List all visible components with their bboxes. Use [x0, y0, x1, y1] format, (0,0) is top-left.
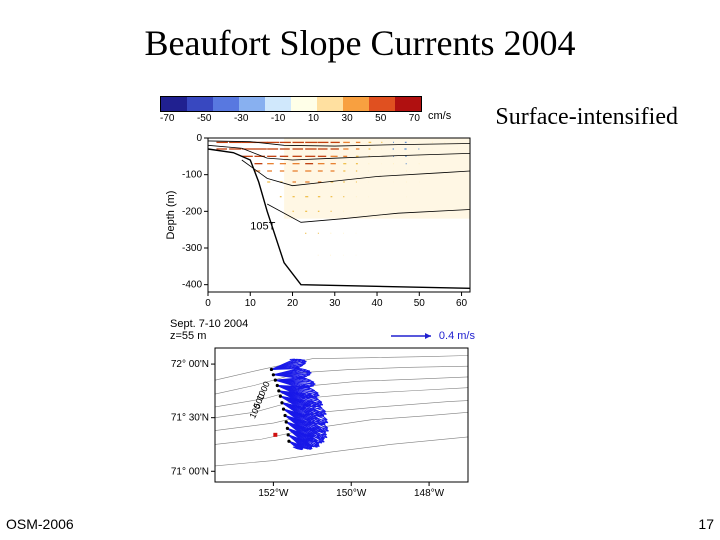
section-panel: 0 10 20 30 40 50 60 0 -100 -200 -300 -400 Depth (m) 1… [160, 130, 480, 310]
colorbar-ticks: -70-50-30-1010305070 [160, 113, 420, 124]
svg-text:-200: -200 [182, 206, 202, 217]
svg-text:30: 30 [329, 298, 341, 309]
svg-text:50: 50 [414, 298, 426, 309]
svg-text:-300: -300 [182, 243, 202, 254]
svg-text:71° 00'N: 71° 00'N [171, 466, 209, 477]
colorbar-unit: cm/s [428, 110, 451, 124]
svg-text:-400: -400 [182, 280, 202, 291]
map-scale-arrow: 0.4 m/s [389, 330, 475, 342]
svg-text:72° 00'N: 72° 00'N [171, 359, 209, 370]
svg-text:40: 40 [371, 298, 383, 309]
slide-title: Beaufort Slope Currents 2004 [0, 22, 720, 64]
svg-text:71° 30'N: 71° 30'N [171, 413, 209, 424]
svg-text:152°W: 152°W [258, 488, 289, 499]
page-number: 17 [698, 516, 714, 532]
footer-left: OSM-2006 [6, 516, 74, 532]
svg-text:20: 20 [287, 298, 299, 309]
colorbar [160, 96, 422, 112]
svg-text:10: 10 [245, 298, 257, 309]
svg-text:0: 0 [205, 298, 211, 309]
svg-text:-100: -100 [182, 170, 202, 181]
svg-text:150°W: 150°W [336, 488, 367, 499]
colorbar-block: -70-50-30-1010305070 cm/s [160, 96, 490, 124]
svg-text:0: 0 [196, 133, 202, 144]
charts-container: -70-50-30-1010305070 cm/s 01020304050600… [160, 96, 490, 502]
svg-text:60: 60 [456, 298, 468, 309]
svg-text:105T: 105T [250, 221, 275, 233]
svg-text:Depth (m): Depth (m) [165, 191, 177, 240]
map-caption: Sept. 7-10 2004 z=55 m [170, 318, 248, 342]
map-panel: 1005001000152°W150°W148°W72° 00'N71° 30'… [160, 342, 480, 502]
slide-subtitle: Surface-intensified [495, 104, 678, 131]
svg-text:148°W: 148°W [414, 488, 445, 499]
